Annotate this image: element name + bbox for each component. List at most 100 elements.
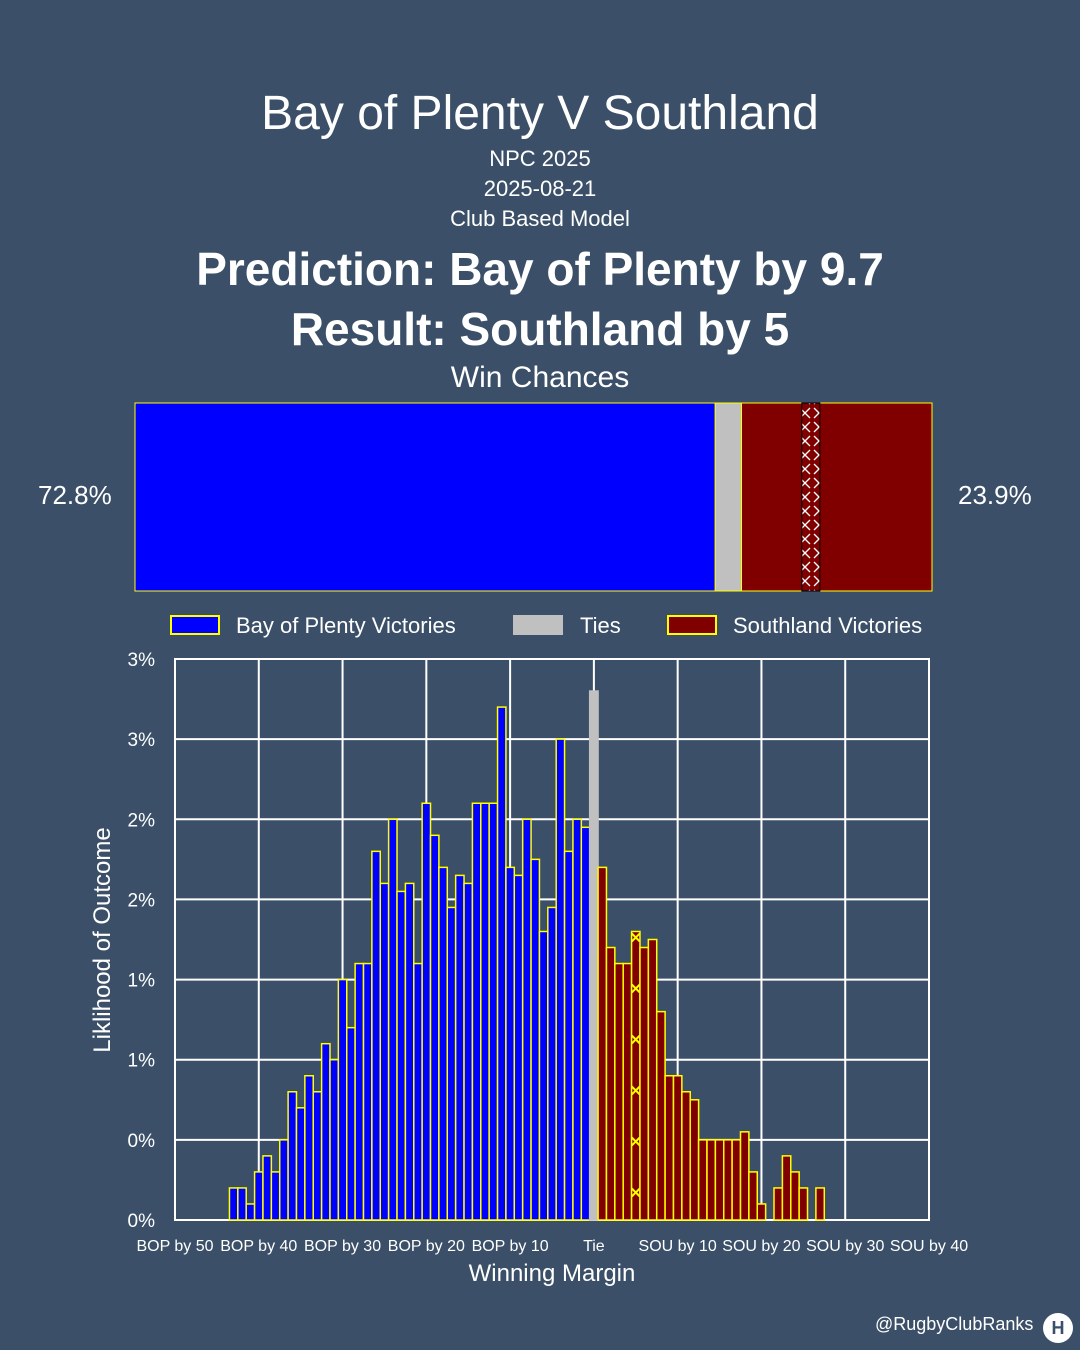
win-chances-bar	[134, 402, 933, 592]
bar-home	[538, 930, 549, 1221]
competition-label: NPC 2025	[489, 146, 591, 171]
bar-away	[714, 1139, 725, 1221]
away-win-pct: 23.9%	[958, 480, 1032, 510]
result-marker-icon	[631, 1187, 641, 1198]
y-tick-label: 3%	[128, 730, 156, 751]
bar-away	[781, 1155, 792, 1221]
win-bar-home	[134, 402, 716, 592]
bar-home	[572, 818, 583, 1221]
bar-home	[320, 1042, 331, 1221]
y-tick-label: 0%	[128, 1211, 156, 1232]
bar-away	[798, 1187, 809, 1221]
bar-away	[706, 1139, 717, 1221]
bar-home	[245, 1203, 256, 1221]
bar-home	[421, 802, 432, 1221]
bar-home	[404, 882, 415, 1221]
bar-home	[454, 874, 465, 1221]
bar-home	[496, 706, 507, 1221]
bar-home	[446, 906, 457, 1221]
bar-home	[563, 850, 574, 1221]
bar-away	[647, 938, 658, 1221]
prediction-text: Prediction: Bay of Plenty by 9.7	[196, 243, 884, 295]
result-marker-icon	[631, 932, 641, 943]
bar-home	[345, 1026, 356, 1221]
bar-home	[505, 866, 516, 1221]
model-label: Club Based Model	[450, 206, 630, 231]
result-text: Result: Southland by 5	[290, 303, 790, 355]
bar-home	[312, 1091, 323, 1221]
legend-label-tie: Ties	[580, 613, 621, 638]
y-tick-label: 1%	[128, 1051, 156, 1072]
bar-home	[555, 738, 566, 1221]
bar-away	[630, 930, 641, 1221]
bar-home	[413, 962, 423, 1221]
win-bar-away	[741, 402, 933, 592]
y-tick-label: 0%	[128, 1131, 156, 1152]
bar-away	[622, 962, 633, 1221]
bar-away	[639, 946, 650, 1221]
bar-home	[278, 1139, 289, 1221]
bar-away	[697, 1139, 708, 1221]
bar-home	[337, 978, 348, 1221]
bar-home	[228, 1187, 239, 1221]
y-tick-label: 1%	[128, 971, 156, 992]
bar-home	[371, 850, 382, 1221]
bar-away	[614, 962, 624, 1221]
bar-away	[790, 1171, 800, 1221]
bar-away	[681, 1091, 691, 1221]
y-tick-label: 2%	[128, 890, 156, 911]
x-tick-label: BOP by 50	[136, 1238, 213, 1255]
bar-home	[304, 1074, 314, 1221]
result-marker-icon	[631, 1136, 641, 1147]
win-chances-title: Win Chances	[450, 361, 630, 394]
x-tick-label: BOP by 40	[220, 1238, 297, 1255]
bar-home	[547, 906, 557, 1221]
bar-away	[748, 1171, 759, 1221]
y-tick-label: 2%	[128, 810, 156, 831]
bar-home	[471, 802, 482, 1221]
y-tick-label: 3%	[128, 650, 156, 671]
bar-away	[756, 1203, 767, 1221]
bar-away	[605, 946, 616, 1221]
bar-away	[815, 1187, 826, 1221]
bar-tie	[588, 690, 599, 1221]
x-tick-label: Tie	[583, 1238, 605, 1255]
bar-home	[530, 858, 541, 1221]
x-tick-label: BOP by 10	[472, 1238, 549, 1255]
legend-swatch-home	[170, 615, 220, 635]
bar-home	[329, 1058, 340, 1221]
x-tick-label: BOP by 20	[388, 1238, 465, 1255]
bar-home	[387, 818, 398, 1221]
bar-home	[488, 802, 499, 1221]
bar-home	[438, 866, 449, 1221]
bar-home	[287, 1091, 298, 1221]
win-bar-tie	[714, 402, 743, 592]
x-tick-label: SOU by 40	[890, 1238, 968, 1255]
footer-handle: @RugbyClubRanks	[875, 1314, 1034, 1334]
home-win-pct: 72.8%	[38, 480, 112, 510]
x-tick-label: SOU by 20	[722, 1238, 800, 1255]
plot-axes: 0% 0% 1% 1% 2% 2% 3% 3% BOP by 50 BOP by 40 BOP by…	[128, 650, 969, 1255]
bar-away	[664, 1074, 675, 1221]
bar-away	[689, 1099, 700, 1221]
chart-title: Bay of Plenty V Southland	[261, 87, 819, 140]
y-axis-label: Liklihood of Outcome	[89, 827, 116, 1052]
bar-away	[597, 866, 608, 1221]
bar-away	[722, 1139, 733, 1221]
bar-away	[672, 1074, 683, 1221]
bar-home	[463, 882, 474, 1221]
legend-swatch-away	[667, 615, 717, 635]
bar-home	[480, 802, 490, 1221]
plot-bars	[228, 690, 826, 1221]
bar-home	[429, 834, 440, 1221]
result-marker-icon	[631, 1085, 641, 1096]
x-axis-label: Winning Margin	[469, 1260, 636, 1287]
bar-home	[379, 882, 390, 1221]
bar-away	[739, 1131, 750, 1221]
brand-logo-icon: H	[1043, 1313, 1073, 1343]
bar-home	[354, 962, 365, 1221]
legend: Bay of Plenty Victories Ties Southland V…	[170, 613, 922, 638]
result-marker-icon	[631, 1034, 641, 1045]
result-marker-band	[801, 402, 821, 592]
